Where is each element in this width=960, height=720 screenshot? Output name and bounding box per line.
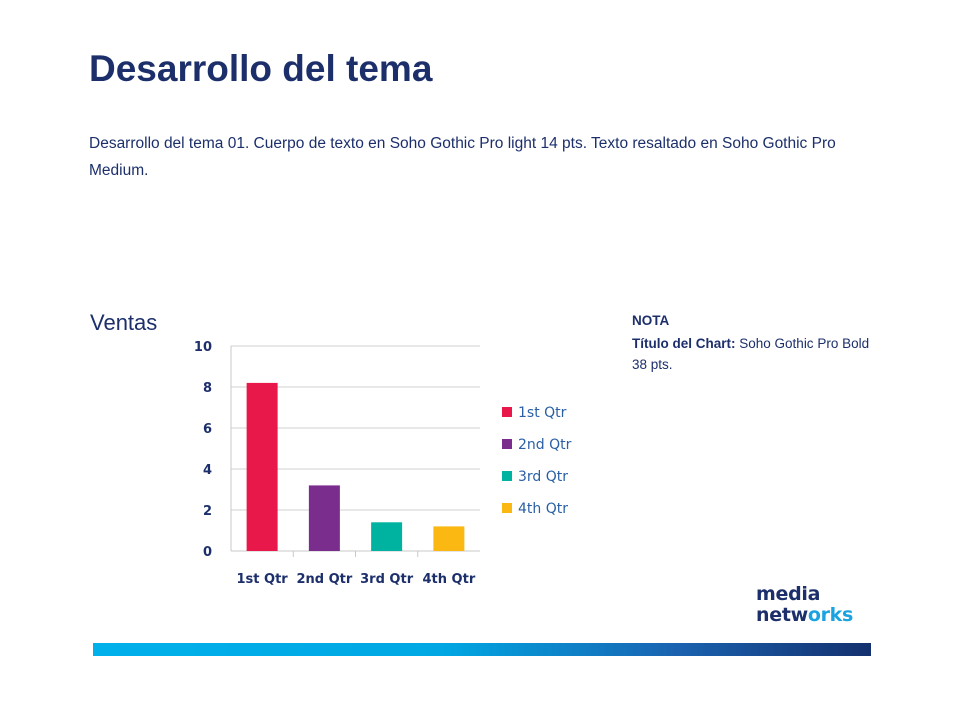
note-label: Título del Chart: [632,336,736,351]
bar-4th-qtr [433,526,465,551]
legend-label: 4th Qtr [518,501,568,517]
media-networks-logo: media networks [756,584,853,626]
legend-label: 3rd Qtr [518,469,568,485]
y-tick-label: 6 [203,422,212,437]
y-tick-label: 10 [194,340,212,355]
y-tick-label: 8 [203,381,212,396]
bar-chart: 0 2 4 6 8 10 1st Qtr 2nd Qtr 3rd Qtr 4th Qtr 1st Q… [194,340,572,587]
logo-networks-prefix: netw [756,604,808,626]
note-heading: NOTA [632,313,670,328]
footer-gradient-bar [93,643,871,656]
note-text: Soho Gothic Pro Bold 38 pts. [632,336,870,372]
bar-3rd-qtr [371,522,403,551]
logo-networks-accent: orks [807,604,854,626]
page-title: Desarrollo del tema [89,48,433,89]
legend-label: 2nd Qtr [518,437,572,453]
legend-label: 1st Qtr [518,405,567,421]
legend-swatch [502,503,512,513]
note-box: NOTA Título del Chart: Soho Gothic Pro B… [632,310,872,375]
body-text: Desarrollo del tema 01. Cuerpo de texto … [89,135,836,179]
legend-swatch [502,439,512,449]
logo-line-media: media [756,583,821,605]
x-tick-label: 1st Qtr [237,572,289,587]
x-tick-label: 3rd Qtr [360,572,414,587]
y-tick-label: 0 [203,545,212,560]
legend-swatch [502,407,512,417]
legend-swatch [502,471,512,481]
logo-line-networks: networks [756,605,853,626]
y-tick-label: 4 [203,463,212,478]
bar-2nd-qtr [308,485,340,551]
x-tick-label: 4th Qtr [423,572,476,587]
bar-1st-qtr [246,382,278,551]
y-tick-label: 2 [203,504,212,519]
chart-title: Ventas [90,310,158,335]
x-tick-label: 2nd Qtr [296,572,352,587]
